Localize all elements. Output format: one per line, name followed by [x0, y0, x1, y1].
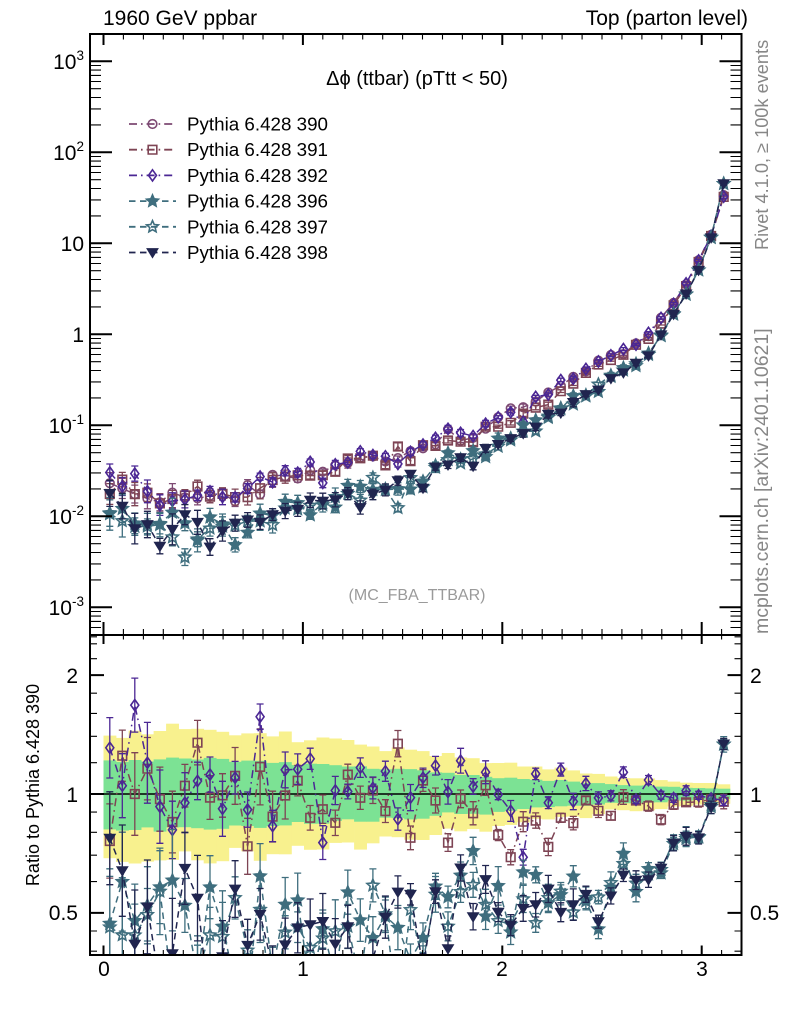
svg-text:0: 0	[98, 958, 110, 981]
svg-text:Pythia 6.428 392: Pythia 6.428 392	[187, 165, 328, 186]
svg-text:1: 1	[66, 784, 78, 807]
svg-text:10-1: 10-1	[49, 412, 84, 438]
svg-text:0.5: 0.5	[49, 902, 78, 925]
svg-text:Pythia 6.428 390: Pythia 6.428 390	[187, 114, 328, 135]
svg-text:Δϕ (ttbar) (pTtt < 50): Δϕ (ttbar) (pTtt < 50)	[326, 68, 508, 90]
svg-text:Pythia 6.428 397: Pythia 6.428 397	[187, 216, 328, 237]
svg-text:Pythia 6.428 396: Pythia 6.428 396	[187, 191, 328, 212]
svg-text:Rivet 4.1.0, ≥ 100k events: Rivet 4.1.0, ≥ 100k events	[752, 40, 772, 250]
svg-text:3: 3	[696, 958, 708, 981]
svg-text:10-2: 10-2	[49, 503, 84, 529]
svg-text:1: 1	[297, 958, 309, 981]
svg-text:(MC_FBA_TTBAR): (MC_FBA_TTBAR)	[349, 587, 486, 604]
svg-text:mcplots.cern.ch [arXiv:2401.10: mcplots.cern.ch [arXiv:2401.10621]	[751, 328, 773, 634]
svg-text:2: 2	[66, 665, 78, 688]
svg-text:10: 10	[61, 233, 84, 256]
svg-text:2: 2	[496, 958, 508, 981]
svg-text:Pythia 6.428 391: Pythia 6.428 391	[187, 139, 328, 160]
svg-text:2: 2	[750, 665, 762, 688]
svg-text:Ratio to Pythia 6.428 390: Ratio to Pythia 6.428 390	[23, 684, 43, 886]
svg-text:1960 GeV ppbar: 1960 GeV ppbar	[103, 7, 257, 30]
svg-text:Top (parton level): Top (parton level)	[586, 7, 748, 30]
svg-text:Pythia 6.428 398: Pythia 6.428 398	[187, 242, 328, 263]
svg-text:1: 1	[750, 784, 762, 807]
svg-text:0.5: 0.5	[750, 902, 779, 925]
svg-text:1: 1	[72, 324, 84, 347]
